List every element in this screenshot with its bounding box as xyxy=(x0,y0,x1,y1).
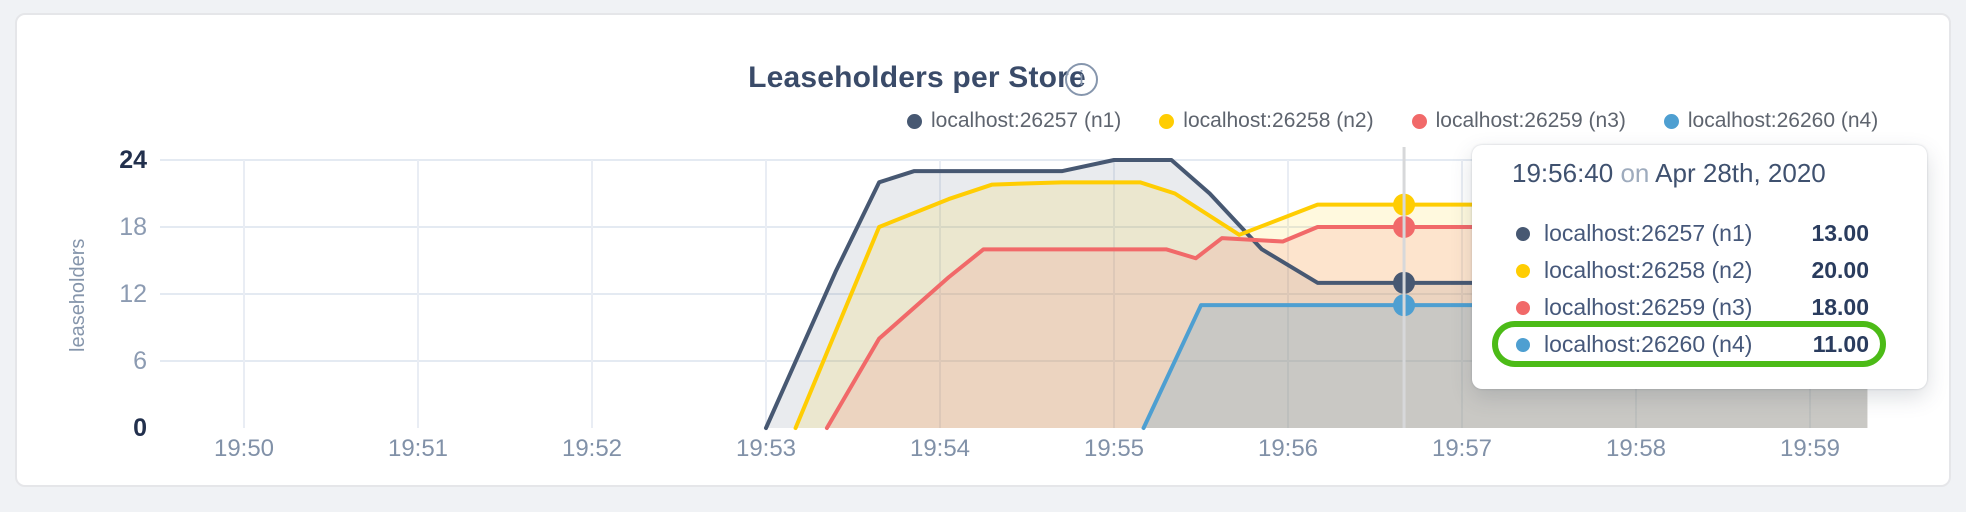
legend-dot-icon xyxy=(907,113,922,129)
legend-label: localhost:26258 (n2) xyxy=(1183,109,1374,132)
tooltip-row: localhost:26258 (n2) 20.00 xyxy=(1472,252,1927,289)
hover-tooltip: 19:56:40 on Apr 28th, 2020 localhost:262… xyxy=(1472,145,1927,389)
tooltip-series-label: localhost:26258 (n2) xyxy=(1544,257,1753,283)
y-tick-label: 24 xyxy=(119,146,147,174)
tooltip-timestamp: 19:56:40 on Apr 28th, 2020 xyxy=(1512,157,1887,189)
tooltip-row: localhost:26257 (n1) 13.00 xyxy=(1472,215,1927,252)
tooltip-rows: localhost:26257 (n1) 13.00 localhost:26258… xyxy=(1472,215,1927,363)
series-line-n1 xyxy=(764,158,1870,430)
tooltip-series-value: 13.00 xyxy=(1811,220,1869,246)
legend-label: localhost:26257 (n1) xyxy=(931,109,1122,132)
x-tick-label: 19:52 xyxy=(561,435,623,462)
tooltip-series-value: 20.00 xyxy=(1811,257,1869,283)
tooltip-series-label: localhost:26257 (n1) xyxy=(1544,220,1753,246)
tooltip-series-value: 18.00 xyxy=(1811,294,1869,320)
legend-dot-icon xyxy=(1159,113,1175,129)
y-tick-label: 6 xyxy=(133,347,147,375)
x-tick-label: 19:53 xyxy=(735,435,797,462)
tooltip-series-label: localhost:26259 (n3) xyxy=(1544,294,1753,320)
chart-legend: localhost:26257 (n1) localhost:26258 (n2)… xyxy=(907,109,1878,133)
y-tick-label: 0 xyxy=(133,414,147,442)
x-tick-label: 19:57 xyxy=(1431,435,1493,462)
tooltip-row-highlighted: localhost:26260 (n4) 11.00 xyxy=(1472,326,1927,363)
legend-item[interactable]: localhost:26259 (n3) xyxy=(1411,109,1626,133)
legend-dot-icon xyxy=(1411,113,1427,129)
x-tick-label: 19:58 xyxy=(1605,435,1667,462)
legend-label: localhost:26260 (n4) xyxy=(1687,109,1879,132)
legend-item[interactable]: localhost:26258 (n2) xyxy=(1159,109,1374,133)
x-tick-label: 19:56 xyxy=(1257,435,1319,462)
series-line-n3 xyxy=(824,225,1870,430)
x-tick-label: 19:59 xyxy=(1779,435,1841,462)
tooltip-date: Apr 28th, 2020 xyxy=(1655,158,1826,188)
tooltip-series-dot-icon xyxy=(1516,226,1530,241)
tooltip-series-value: 11.00 xyxy=(1812,331,1869,357)
tooltip-series-dot-icon xyxy=(1516,263,1530,278)
x-tick-label: 19:51 xyxy=(387,435,449,462)
info-icon[interactable]: i xyxy=(1065,63,1098,96)
y-tick-label: 18 xyxy=(119,213,147,241)
legend-label: localhost:26259 (n3) xyxy=(1435,109,1626,132)
series-line-n2 xyxy=(793,180,1870,430)
tooltip-separator: on xyxy=(1620,158,1650,188)
tooltip-series-label: localhost:26260 (n4) xyxy=(1544,331,1753,357)
legend-dot-icon xyxy=(1663,113,1679,129)
tooltip-series-dot-icon xyxy=(1516,300,1530,315)
legend-item[interactable]: localhost:26260 (n4) xyxy=(1663,109,1879,133)
y-tick-label: 12 xyxy=(119,280,147,308)
tooltip-series-dot-icon xyxy=(1516,337,1530,352)
x-tick-label: 19:55 xyxy=(1083,435,1145,462)
x-tick-label: 19:50 xyxy=(213,435,275,462)
page: Leaseholders per Store i localhost:26257… xyxy=(15,13,1951,487)
chart-panel: Leaseholders per Store i localhost:26257… xyxy=(15,13,1951,487)
tooltip-row: localhost:26259 (n3) 18.00 xyxy=(1472,289,1927,326)
x-tick-label: 19:54 xyxy=(909,435,971,462)
chart-title: Leaseholders per Store xyxy=(748,61,1086,94)
tooltip-time: 19:56:40 xyxy=(1512,158,1614,188)
legend-item[interactable]: localhost:26257 (n1) xyxy=(907,109,1121,133)
